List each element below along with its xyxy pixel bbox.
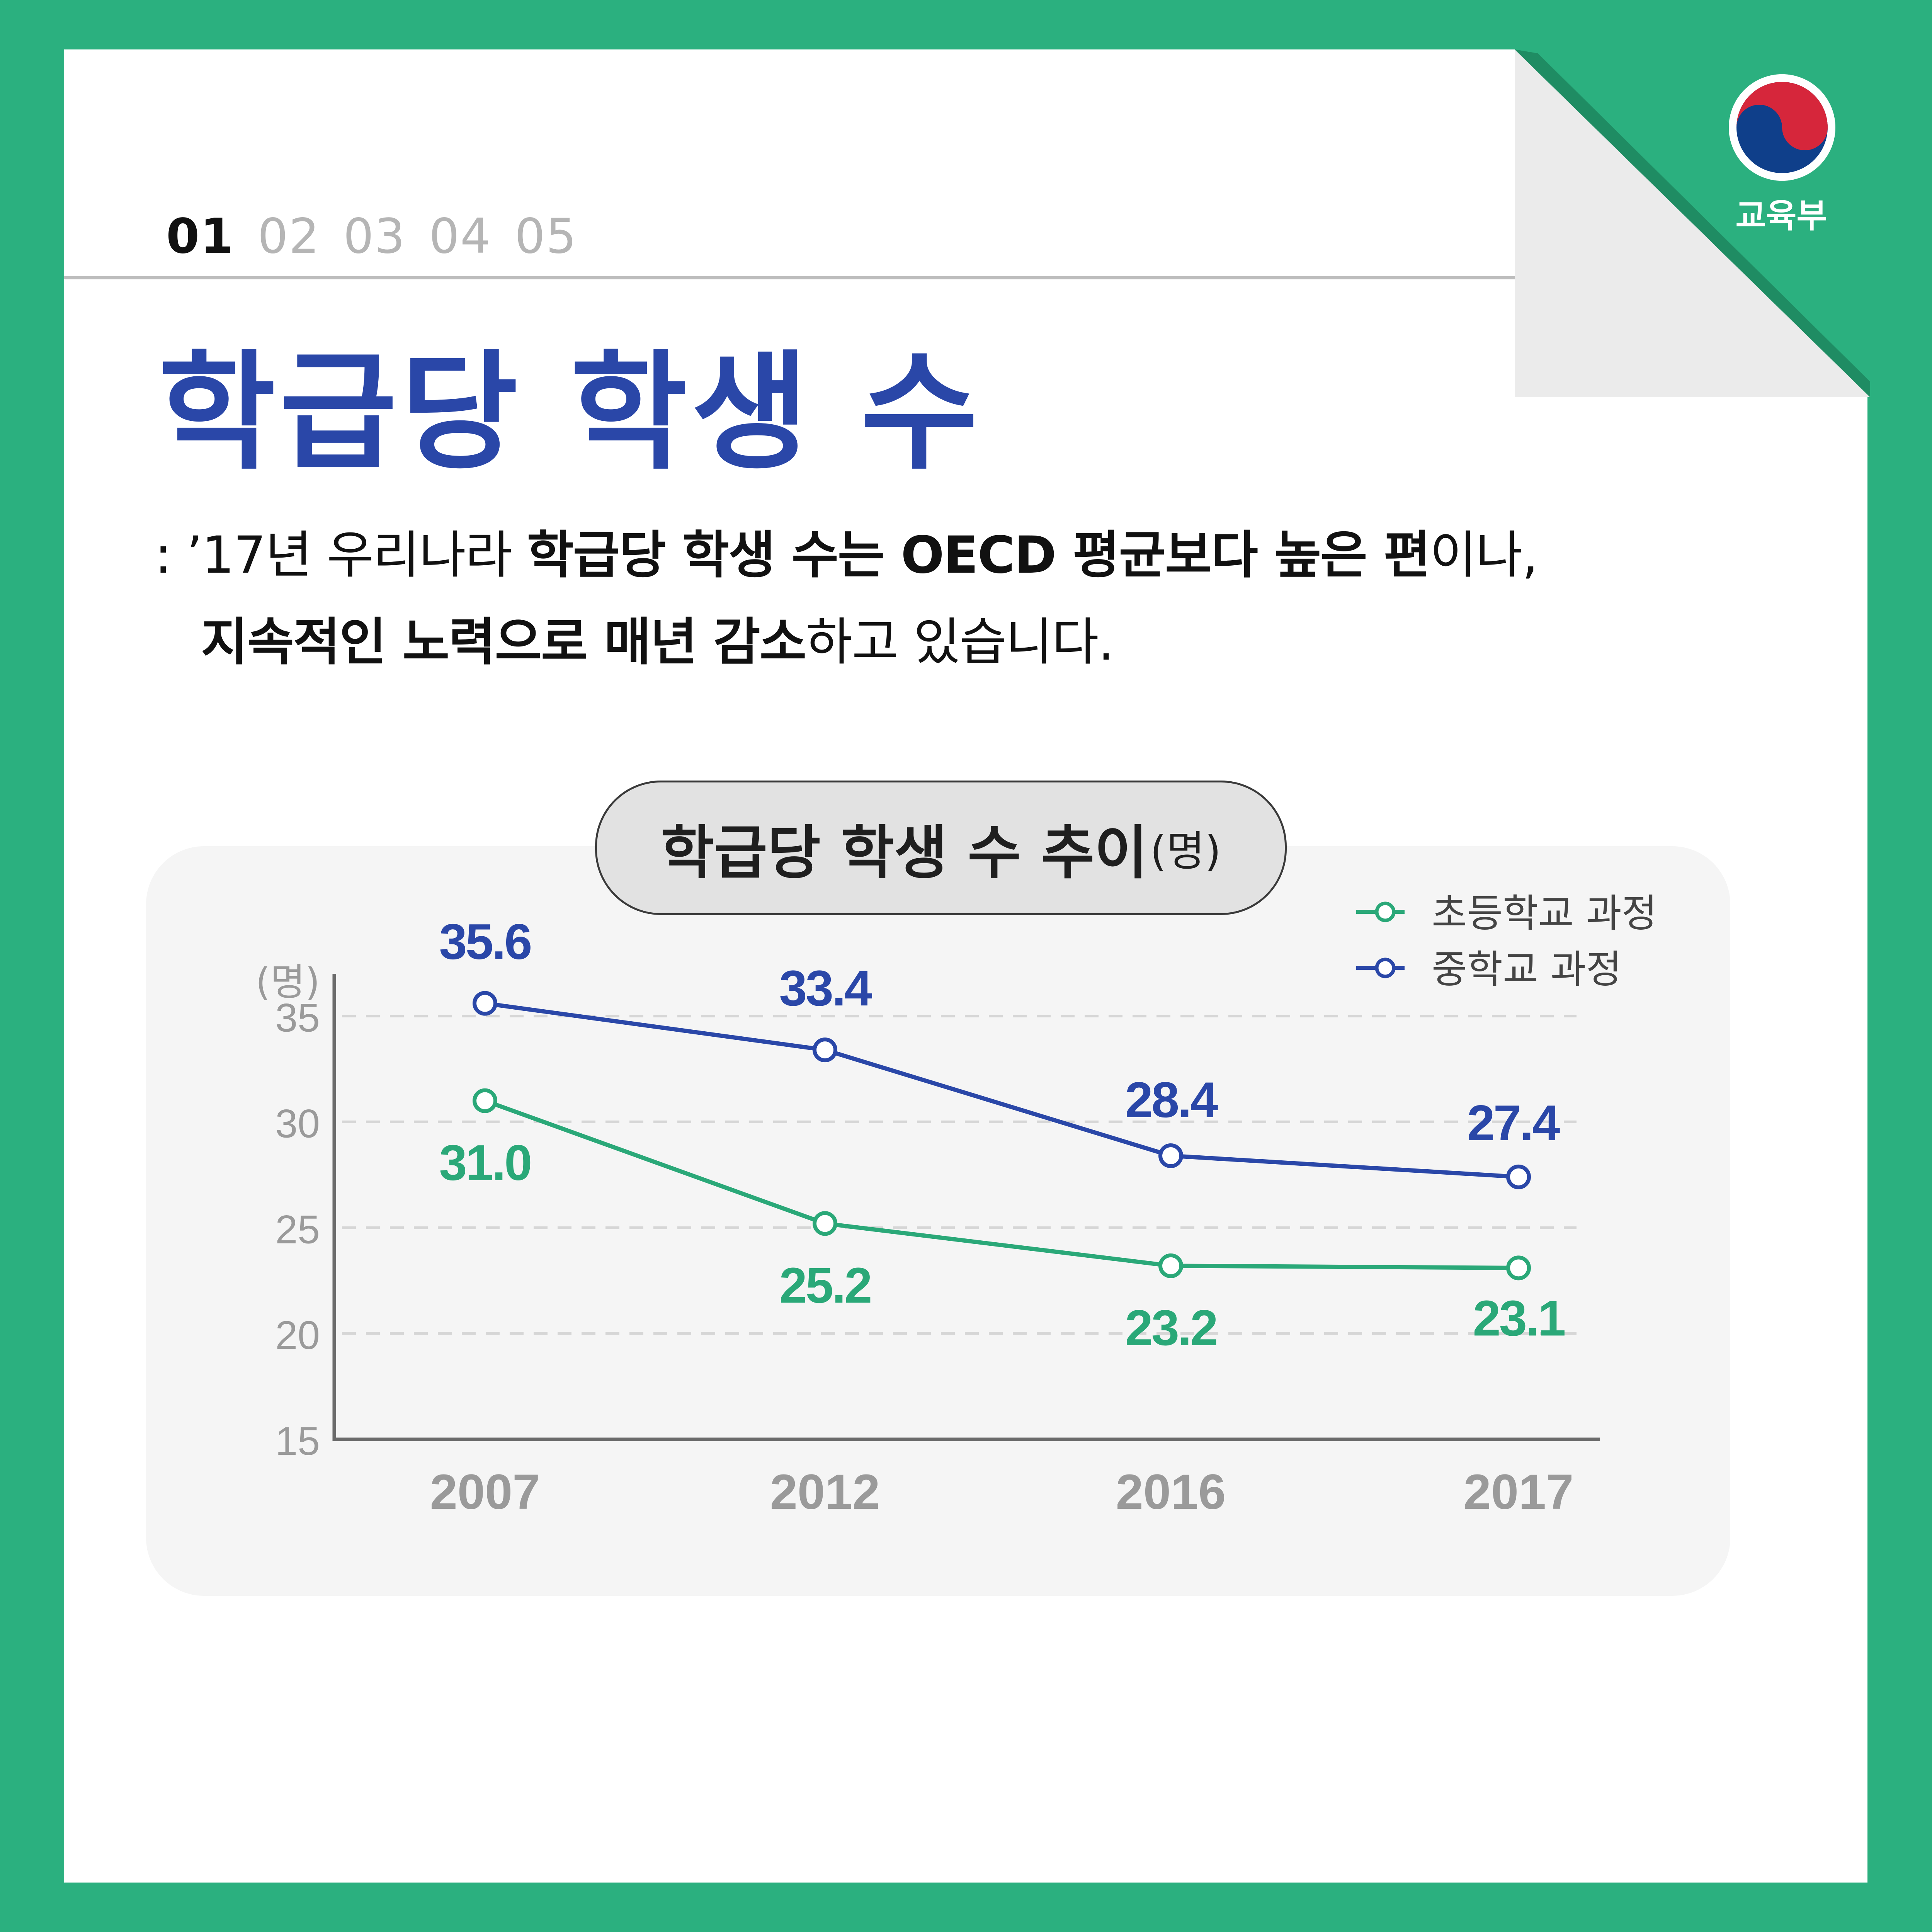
data-point xyxy=(813,1037,837,1063)
data-label: 31.0 xyxy=(439,1134,531,1191)
data-label: 33.4 xyxy=(779,960,872,1016)
description-segment: 하고 있습니다. xyxy=(806,612,1114,672)
data-label: 25.2 xyxy=(779,1257,871,1313)
chart-title-unit: (명) xyxy=(1150,827,1221,876)
page-number-03: 03 xyxy=(343,209,406,264)
legend-label: 중학교 과정 xyxy=(1432,947,1622,992)
y-tick-label: 20 xyxy=(275,1313,320,1358)
description-line-2: 지속적인 노력으로 매년 감소하고 있습니다. xyxy=(201,601,1114,675)
data-point xyxy=(473,1088,497,1113)
legend-label: 초등학교 과정 xyxy=(1432,891,1657,936)
description-segment: : ’17년 우리나라 xyxy=(155,526,527,585)
description-segment: 지속적인 노력으로 매년 감소 xyxy=(201,612,806,672)
description-line-1: : ’17년 우리나라 학급당 학생 수는 OECD 평균보다 높은 편이나, xyxy=(155,514,1538,588)
legend-marker xyxy=(1375,901,1396,922)
data-label: 35.6 xyxy=(439,913,531,970)
data-point xyxy=(1506,1164,1531,1189)
page-indicator: 01 02 03 04 05 xyxy=(166,209,600,264)
government-emblem-icon xyxy=(1729,74,1835,181)
data-label: 23.1 xyxy=(1473,1290,1565,1346)
chart-title: 학급당 학생 수 추이 xyxy=(660,819,1148,887)
page-title: 학급당 학생 수 xyxy=(158,338,982,487)
chart-panel xyxy=(146,846,1730,1596)
page-number-02: 02 xyxy=(257,209,320,264)
y-tick-label: 30 xyxy=(275,1101,320,1146)
data-point xyxy=(813,1211,837,1236)
y-tick-label: 15 xyxy=(275,1419,320,1464)
series-line xyxy=(484,1099,1519,1270)
x-tick-label: 2007 xyxy=(430,1464,540,1520)
data-point xyxy=(1158,1143,1183,1168)
x-tick-label: 2017 xyxy=(1464,1464,1574,1520)
x-tick-label: 2016 xyxy=(1116,1464,1226,1520)
legend-marker xyxy=(1375,957,1396,978)
y-axis-unit: (명) xyxy=(255,960,320,1004)
org-name: 교육부 xyxy=(1735,197,1827,235)
chart-title-pill: 학급당 학생 수 추이 (명) xyxy=(595,781,1287,915)
y-tick-label: 35 xyxy=(275,996,320,1041)
data-point xyxy=(1158,1253,1183,1278)
y-tick-label: 25 xyxy=(275,1207,320,1252)
data-label: 27.4 xyxy=(1467,1095,1560,1151)
description-segment: 이나, xyxy=(1430,526,1538,585)
data-label: 23.2 xyxy=(1125,1299,1216,1356)
data-point xyxy=(1506,1255,1531,1281)
x-tick-label: 2012 xyxy=(770,1464,880,1520)
page-number-04: 04 xyxy=(429,209,492,264)
divider xyxy=(64,276,1515,279)
description-segment: 학급당 학생 수는 OECD 평균보다 높은 편 xyxy=(527,526,1430,585)
series-line xyxy=(485,1001,1519,1179)
page-number-05: 05 xyxy=(514,209,577,264)
data-point xyxy=(473,991,497,1016)
page-number-01: 01 xyxy=(166,209,235,264)
data-label: 28.4 xyxy=(1125,1071,1218,1128)
